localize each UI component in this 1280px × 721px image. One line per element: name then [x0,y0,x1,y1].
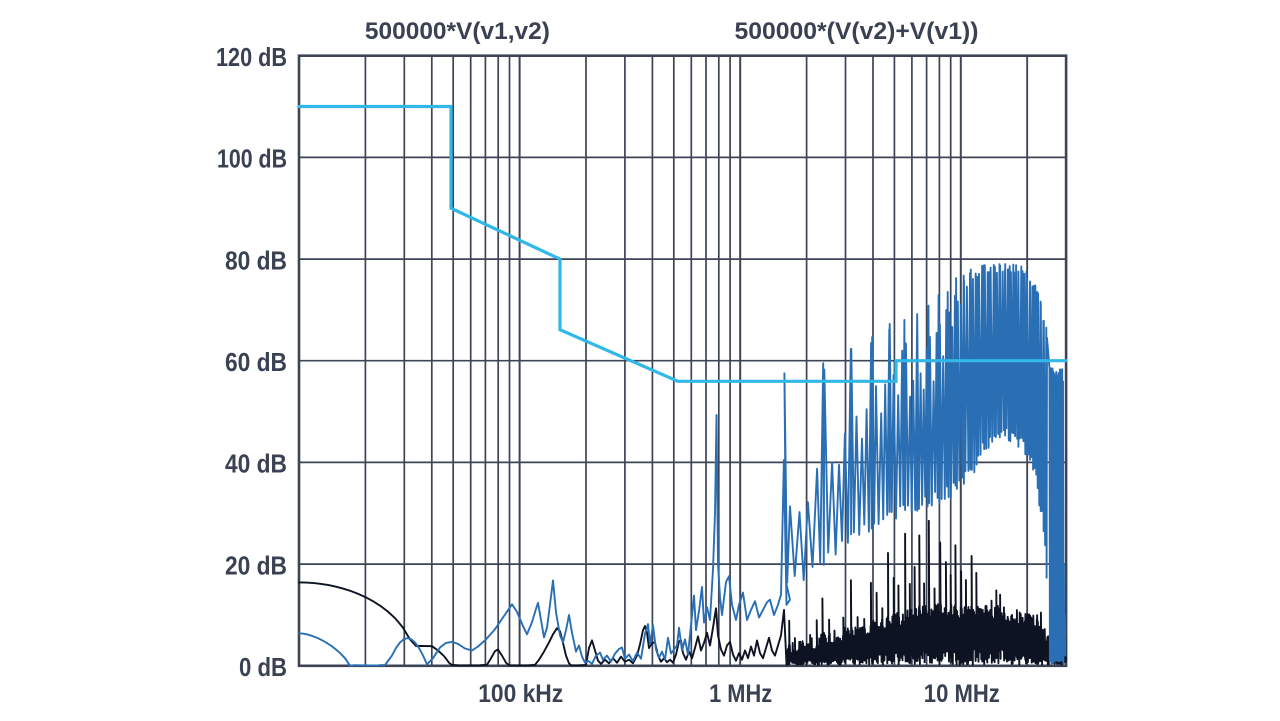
svg-text:0 dB: 0 dB [239,652,287,682]
svg-text:1 MHz: 1 MHz [709,680,772,708]
svg-text:20 dB: 20 dB [225,550,287,580]
svg-text:500000*V(v1,v2): 500000*V(v1,v2) [365,18,550,45]
svg-text:100 dB: 100 dB [217,144,287,174]
svg-text:100 kHz: 100 kHz [478,680,563,708]
svg-text:500000*(V(v2)+V(v1)): 500000*(V(v2)+V(v1)) [735,18,979,45]
svg-text:80 dB: 80 dB [225,245,287,275]
svg-text:120 dB: 120 dB [216,42,287,72]
svg-text:60 dB: 60 dB [225,347,287,377]
svg-text:40 dB: 40 dB [225,449,287,479]
svg-text:10 MHz: 10 MHz [924,680,1000,708]
